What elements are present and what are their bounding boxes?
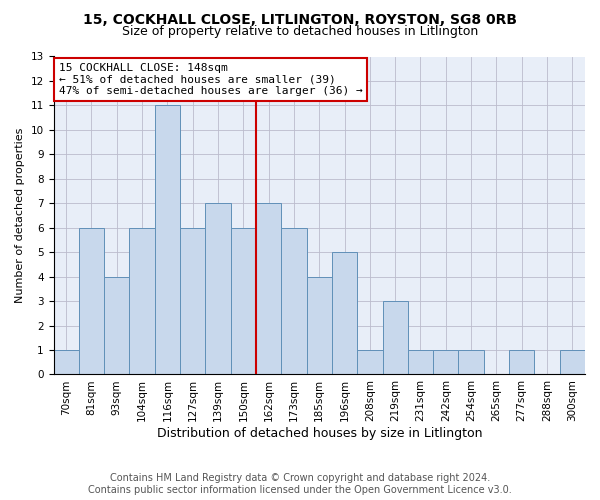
Y-axis label: Number of detached properties: Number of detached properties [15,128,25,303]
Bar [230,228,256,374]
Bar [104,276,130,374]
Bar [53,350,79,374]
Bar [332,252,357,374]
Bar [205,203,230,374]
Text: 15 COCKHALL CLOSE: 148sqm
← 51% of detached houses are smaller (39)
47% of semi-: 15 COCKHALL CLOSE: 148sqm ← 51% of detac… [59,63,362,96]
Text: Size of property relative to detached houses in Litlington: Size of property relative to detached ho… [122,25,478,38]
Bar [130,228,155,374]
Bar [458,350,484,374]
Bar [560,350,585,374]
Bar [256,203,281,374]
X-axis label: Distribution of detached houses by size in Litlington: Distribution of detached houses by size … [157,427,482,440]
Bar [281,228,307,374]
Bar [433,350,458,374]
Text: 15, COCKHALL CLOSE, LITLINGTON, ROYSTON, SG8 0RB: 15, COCKHALL CLOSE, LITLINGTON, ROYSTON,… [83,12,517,26]
Text: Contains HM Land Registry data © Crown copyright and database right 2024.
Contai: Contains HM Land Registry data © Crown c… [88,474,512,495]
Bar [155,106,180,374]
Bar [509,350,535,374]
Bar [180,228,205,374]
Bar [357,350,383,374]
Bar [383,301,408,374]
Bar [307,276,332,374]
Bar [408,350,433,374]
Bar [79,228,104,374]
